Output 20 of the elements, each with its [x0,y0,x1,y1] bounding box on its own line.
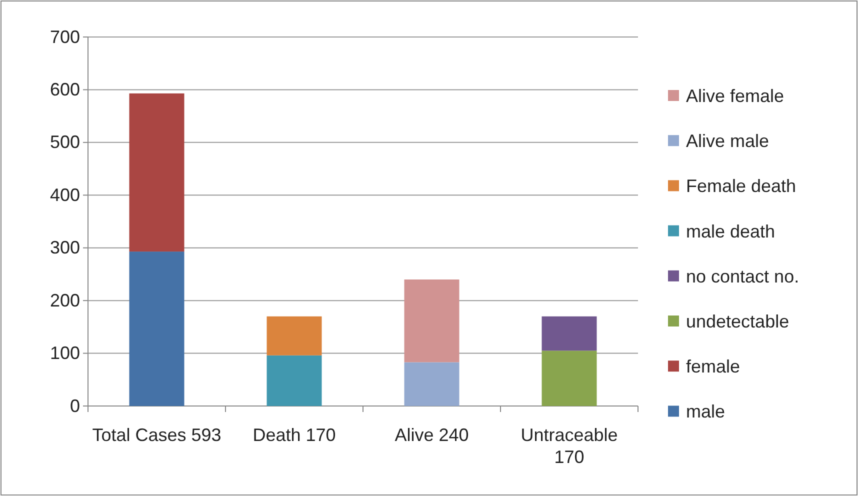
y-tick-label: 700 [50,26,80,47]
legend-label: Alive male [686,131,770,152]
y-tick-label: 400 [50,184,80,205]
x-tick-label: Total Cases 593 [92,425,222,445]
y-tick-label: 200 [50,290,80,310]
y-tick-label: 0 [70,396,80,416]
x-tick-label: Alive 240 [394,425,469,445]
y-tick-label: 300 [50,238,80,258]
x-tick-label: Death 170 [252,425,336,445]
legend-label: Alive female [686,86,784,106]
y-tick-label: 100 [50,343,80,364]
y-tick-label: 500 [50,132,80,152]
x-tick-label: Untraceable 170 [520,425,618,467]
legend-label: undetectable [686,312,790,332]
legend-label: female [686,356,740,377]
legend-label: no contact no. [686,266,800,286]
legend-label: male [686,402,726,422]
legend-label: Female death [686,176,796,196]
legend-label: male death [686,221,776,242]
y-tick-label: 600 [50,79,80,100]
